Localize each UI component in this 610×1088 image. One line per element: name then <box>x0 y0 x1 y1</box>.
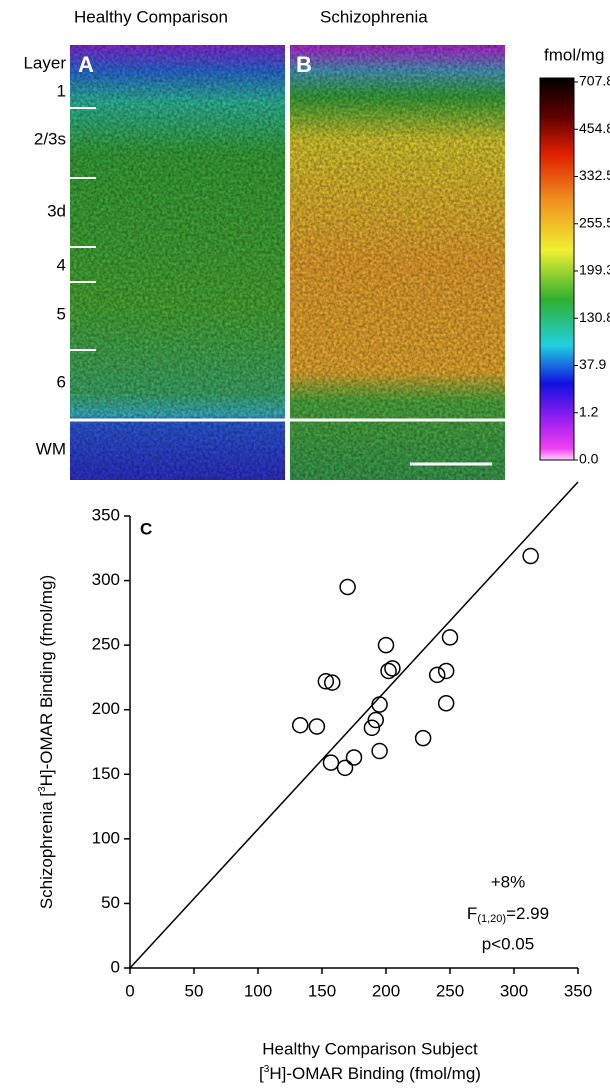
colorbar-label: 0.0 <box>579 451 599 467</box>
x-axis-label: Healthy Comparison Subject <box>262 1039 478 1058</box>
data-point <box>345 749 363 766</box>
x-tick-label: 150 <box>308 981 336 1000</box>
colorbar-label: 454.8 <box>579 120 610 136</box>
x-tick-label: 200 <box>372 981 400 1000</box>
label-part: H]-OMAR Binding (fmol/mg) <box>37 575 56 787</box>
y-axis-label: Schizophrenia [3H]-OMAR Binding (fmol/mg… <box>37 575 57 909</box>
x-tick-label: 300 <box>500 981 528 1000</box>
colorbar-label: 199.3 <box>579 262 610 278</box>
x-tick-label: 0 <box>125 981 134 1000</box>
x-tick-label: 250 <box>436 981 464 1000</box>
data-point <box>308 718 326 735</box>
y-tick-label: 250 <box>92 635 120 654</box>
f-base: F <box>467 904 477 923</box>
y-tick-label: 100 <box>92 828 120 847</box>
layer-label: 6 <box>57 372 66 391</box>
data-point <box>428 666 446 684</box>
layer-labels: Layer 1 2/3s 3d 4 5 6 WM <box>23 53 66 458</box>
label-part: [ <box>259 1064 264 1083</box>
data-point <box>437 662 455 680</box>
colorbar-label: 130.8 <box>579 309 610 325</box>
annotation: p<0.05 <box>482 934 534 953</box>
data-point <box>322 754 340 771</box>
f-rest: =2.99 <box>506 904 549 923</box>
colorbar-label: 1.2 <box>579 403 599 419</box>
data-point <box>384 660 401 677</box>
data-point <box>380 662 397 680</box>
data-point <box>317 673 335 690</box>
data-point <box>371 696 388 713</box>
colorbar-label: 332.5 <box>579 167 610 183</box>
layer-label: 1 <box>57 81 66 100</box>
layer-label: 2/3s <box>34 129 66 148</box>
data-point <box>437 695 455 712</box>
colorbar-label: 707.8 <box>579 73 610 89</box>
label-superscript: 3 <box>37 786 48 792</box>
scatter-plot: 0 50 100 150 200 250 300 350 0 50 100 150 200 250 300 3… <box>37 481 592 1084</box>
panel-a-texture <box>70 45 285 480</box>
layer-label: Layer <box>23 53 66 72</box>
data-point <box>363 719 381 737</box>
data-point <box>414 729 432 747</box>
layer-ticks <box>70 107 96 351</box>
layer-label: 5 <box>57 304 66 323</box>
y-tick-label: 0 <box>111 957 120 976</box>
x-tick-label: 100 <box>244 981 272 1000</box>
colorbar-label: 255.5 <box>579 214 610 230</box>
y-tick-label: 150 <box>92 764 120 783</box>
data-point <box>367 711 385 729</box>
data-point <box>323 674 341 691</box>
layer-label: WM <box>36 439 66 458</box>
panel-letter: C <box>140 519 152 538</box>
label-part: H]-OMAR Binding (fmol/mg) <box>269 1064 481 1083</box>
x-tick-label: 50 <box>185 981 204 1000</box>
panel-letter: A <box>78 52 94 77</box>
colorbar-title: fmol/mg <box>544 45 604 64</box>
y-tick-label: 350 <box>92 505 120 524</box>
data-point <box>371 742 388 760</box>
y-tick-label: 200 <box>92 699 120 718</box>
data-point <box>441 629 459 646</box>
label-superscript: 3 <box>264 1064 270 1075</box>
panel-title: Schizophrenia <box>320 7 428 26</box>
data-point <box>522 547 539 565</box>
panel-b-texture <box>290 45 505 480</box>
annotation: +8% <box>491 872 526 891</box>
layer-label: 4 <box>57 255 66 274</box>
colorbar-labels: 707.8 454.8 332.5 255.5 199.3 130.8 37.9 1.2 0.0 <box>574 73 610 467</box>
layer-label: 3d <box>47 201 66 220</box>
data-point <box>336 759 354 777</box>
data-point <box>291 716 309 734</box>
y-tick-label: 300 <box>92 570 120 589</box>
data-point <box>377 636 395 654</box>
x-tick-label: 350 <box>564 981 592 1000</box>
colorbar-label: 37.9 <box>579 356 606 372</box>
panel-title: Healthy Comparison <box>74 7 228 26</box>
f-statistic: F(1,20)=2.99 <box>467 904 549 924</box>
identity-line <box>129 481 579 969</box>
autoradiographs: Healthy Comparison Schizophrenia A B fmo… <box>70 7 604 480</box>
colorbar <box>539 77 575 461</box>
label-part: Schizophrenia [ <box>37 792 56 909</box>
data-point <box>339 578 356 596</box>
panel-letter: B <box>296 52 312 77</box>
x-axis-label: [3H]-OMAR Binding (fmol/mg) <box>259 1064 481 1084</box>
y-tick-label: 50 <box>101 893 120 912</box>
f-subscript: (1,20) <box>477 913 506 925</box>
